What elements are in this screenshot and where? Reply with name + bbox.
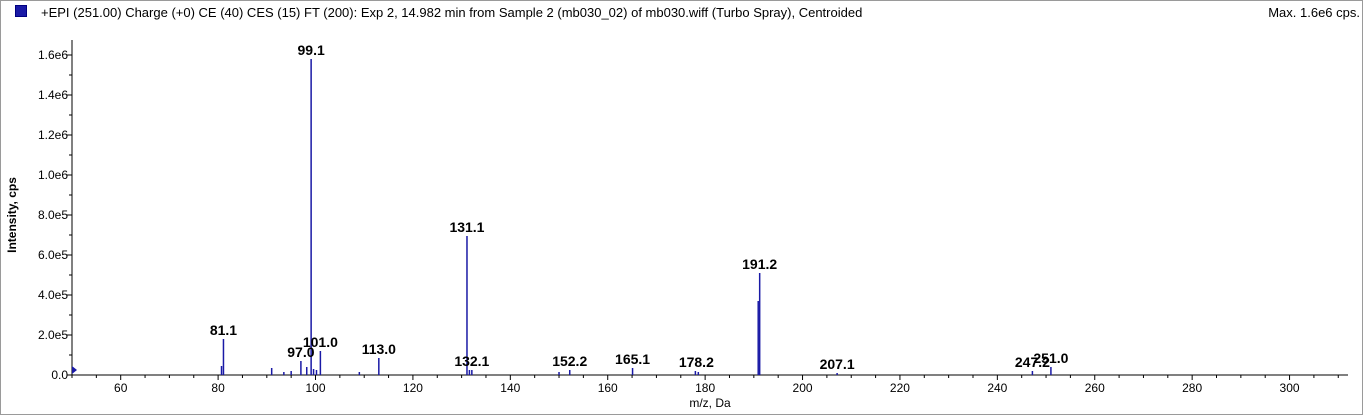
spectrum-peak — [358, 372, 361, 375]
cursor-marker-icon[interactable] — [72, 366, 77, 374]
spectrum-peak — [319, 351, 322, 375]
peak-label: 101.0 — [303, 334, 338, 350]
y-tick-label: 8.0e5 — [38, 208, 68, 222]
x-tick-label: 120 — [403, 381, 423, 395]
peak-label: 131.1 — [449, 219, 484, 235]
spectrum-peak — [757, 301, 759, 375]
x-tick-label: 160 — [598, 381, 618, 395]
x-tick-label: 240 — [987, 381, 1007, 395]
spectrum-peak — [466, 236, 468, 375]
x-tick-label: 260 — [1085, 381, 1105, 395]
x-tick-label: 200 — [793, 381, 813, 395]
peak-label: 152.2 — [552, 353, 587, 369]
chart-peak-labels: 81.1 97.0 99.1 101.0 113.0 131.1 132.1 152.2 165… — [210, 42, 1069, 372]
spectrum-peak — [697, 372, 700, 375]
x-tick-label: 100 — [305, 381, 325, 395]
spectrum-peak — [300, 361, 302, 375]
x-tick-label: 80 — [211, 381, 225, 395]
y-tick-label: 6.0e5 — [38, 248, 68, 262]
spectrum-peak — [310, 59, 312, 375]
y-tick-label: 1.6e6 — [38, 48, 68, 62]
y-tick-label: 1.2e6 — [38, 128, 68, 142]
peak-label: 113.0 — [362, 341, 396, 357]
spectrum-peak — [378, 358, 380, 375]
y-tick-label: 1.0e6 — [38, 168, 68, 182]
max-intensity-label: Max. 1.6e6 cps. — [1268, 5, 1360, 20]
x-tick-label: 60 — [114, 381, 128, 395]
spectrum-peak — [836, 373, 838, 375]
peak-label: 97.0 — [287, 344, 314, 360]
x-tick-label: 220 — [890, 381, 910, 395]
series-legend-swatch[interactable] — [15, 5, 27, 17]
x-tick-label: 140 — [500, 381, 520, 395]
peak-label: 165.1 — [615, 351, 650, 367]
peak-label: 207.1 — [820, 356, 855, 372]
spectrum-title: +EPI (251.00) Charge (+0) CE (40) CES (1… — [41, 5, 863, 20]
peak-label: 247.2 — [1015, 354, 1050, 370]
y-tick-label: 4.0e5 — [38, 288, 68, 302]
spectrum-peak — [283, 372, 285, 375]
x-tick-label: 280 — [1182, 381, 1202, 395]
spectrum-peak — [758, 273, 761, 375]
spectrum-peak — [1031, 371, 1034, 375]
x-tick-label: 180 — [695, 381, 715, 395]
x-tick-label: 300 — [1280, 381, 1300, 395]
y-axis-label: Intensity, cps — [5, 177, 19, 253]
spectrum-peak — [315, 370, 318, 375]
spectrum-peak — [468, 370, 471, 375]
spectrum-peak — [222, 339, 225, 375]
peak-label: 81.1 — [210, 322, 237, 338]
peak-label: 99.1 — [298, 42, 325, 58]
spectrum-peak — [558, 372, 560, 375]
y-tick-label: 1.4e6 — [38, 88, 68, 102]
spectrum-peak — [694, 371, 697, 375]
peak-label: 178.2 — [679, 354, 714, 370]
spectrum-header: +EPI (251.00) Charge (+0) CE (40) CES (1… — [1, 1, 1362, 23]
x-axis-label: m/z, Da — [689, 396, 731, 410]
spectrum-peak — [290, 371, 292, 375]
peak-label: 132.1 — [454, 353, 489, 369]
peak-label: 251.0 — [1033, 350, 1068, 366]
spectrum-peak — [631, 368, 634, 375]
y-tick-label: 2.0e5 — [38, 328, 68, 342]
spectrum-peak — [471, 370, 473, 375]
spectrum-peak — [568, 370, 571, 375]
peak-label: 191.2 — [742, 256, 777, 272]
chart-axes: 60 80 100 120 140 160 180 200 220 240 260 280 300 0.0… — [38, 40, 1348, 395]
spectrum-peak — [312, 369, 315, 375]
spectrum-peak — [305, 367, 308, 375]
spectrum-peak — [1050, 367, 1052, 375]
chart-peaks — [220, 59, 1052, 375]
spectrum-peak — [220, 366, 223, 375]
y-tick-label: 0.0 — [51, 368, 68, 382]
spectrum-peak — [270, 368, 273, 375]
